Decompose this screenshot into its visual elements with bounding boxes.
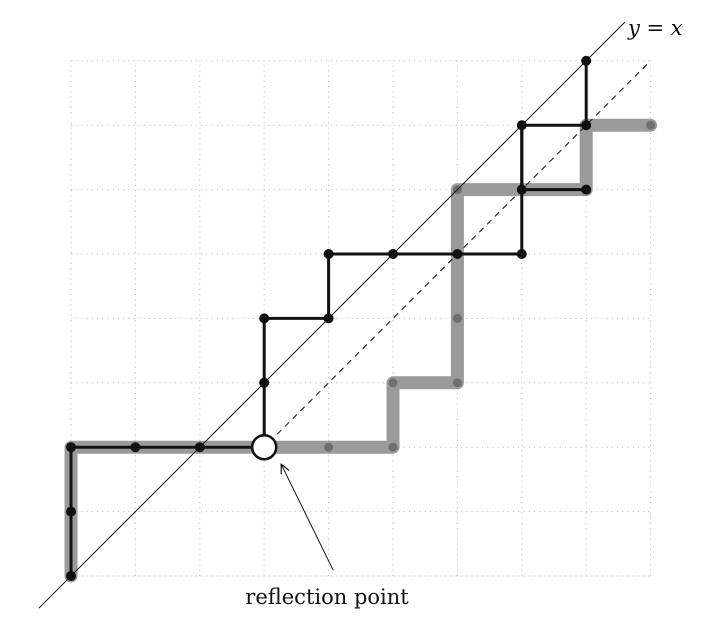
black-path-point	[516, 120, 527, 131]
gray-path-point	[324, 442, 334, 452]
gray-path-point	[646, 120, 656, 130]
black-path-point	[388, 249, 398, 259]
black-path-point	[66, 442, 76, 453]
arrow-head-icon	[280, 462, 290, 475]
black-path-point	[581, 184, 592, 195]
black-path-point	[259, 377, 270, 388]
black-path-point	[452, 249, 463, 259]
black-path-point	[323, 249, 334, 259]
gray-path-point	[452, 378, 462, 388]
black-path-point	[323, 313, 334, 324]
reflection-arrow	[280, 463, 334, 571]
black-path-point	[194, 442, 205, 453]
original-path-black	[66, 55, 592, 581]
black-path-point	[66, 506, 76, 517]
black-path-point	[130, 442, 141, 453]
reflection-point-label: reflection point	[245, 585, 409, 609]
gray-path-line	[64, 118, 658, 583]
gray-path-point	[388, 378, 398, 388]
dotted-grid	[70, 60, 652, 577]
black-path-point	[581, 55, 592, 66]
black-path-point	[516, 249, 527, 259]
black-path-point	[516, 184, 527, 195]
black-path-point	[66, 571, 76, 581]
reflection-point-marker	[250, 433, 278, 461]
gray-path-point	[452, 313, 462, 323]
black-path-point	[581, 120, 592, 131]
black-path-point	[259, 313, 270, 324]
gray-path-point	[388, 442, 398, 452]
diagonal-label: y = x	[627, 16, 683, 40]
